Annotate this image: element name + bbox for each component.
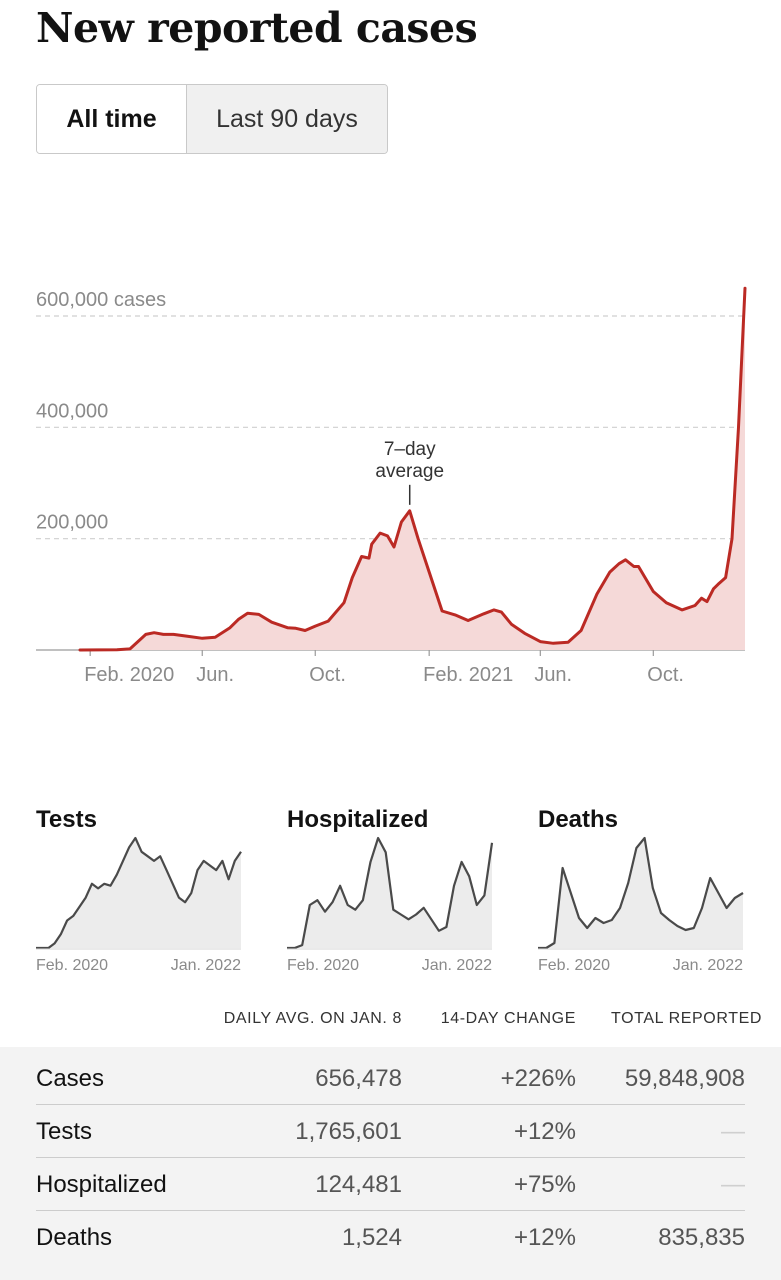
summary-table: Cases 656,478 +226% 59,848,908 Tests 1,7… [0,1047,781,1280]
table-row-cases: Cases 656,478 +226% 59,848,908 [36,1051,745,1105]
mini-chart-x-label: Jan. 2022 [422,957,492,974]
total-value: 59,848,908 [624,1065,745,1092]
row-label: Deaths [36,1224,113,1251]
total-value: 835,835 [658,1224,745,1251]
mini-chart-x-label: Feb. 2020 [36,957,108,974]
mini-chart-line [538,836,744,950]
mini-chart-line [36,836,242,950]
daily-avg-value: 1,524 [341,1224,402,1251]
mini-chart-area [538,838,743,948]
change-value: +75% [513,1171,576,1198]
y-tick-label: 200,000 [36,512,108,534]
x-tick-label: Jun. [534,664,572,686]
seven-day-average-line [78,286,747,652]
x-tick-label: Oct. [309,664,346,686]
total-value: — [721,1171,745,1198]
mini-chart-x-label: Feb. 2020 [287,957,359,974]
y-tick-label: 600,000 cases [36,289,166,311]
change-value: +12% [513,1118,576,1145]
row-label: Tests [36,1118,93,1145]
page-title: New reported cases [36,4,478,52]
change-value: +12% [513,1224,576,1251]
daily-avg-value: 124,481 [315,1171,402,1198]
cases-area [80,288,745,650]
mini-chart-title-tests: Tests [36,806,97,833]
mini-chart-line [287,836,494,950]
x-tick-label: Oct. [647,664,684,686]
daily-avg-value: 1,765,601 [295,1118,402,1145]
mini-chart-area [287,838,492,948]
annotation-text: 7–day [384,439,436,460]
last-90-days-button[interactable]: Last 90 days [187,85,387,153]
mini-chart-x-label: Jan. 2022 [673,957,743,974]
row-label: Hospitalized [36,1171,167,1198]
all-time-button[interactable]: All time [37,85,187,153]
header-total-reported: TOTAL REPORTED [611,1010,762,1027]
mini-chart-x-label: Feb. 2020 [538,957,610,974]
header-14-day-change: 14-DAY CHANGE [440,1010,576,1027]
time-range-toggle: All time Last 90 days [36,84,388,154]
main-cases-chart: 600,000 cases 400,000 200,000 Feb. 2020 Jun.… [36,286,747,686]
row-label: Cases [36,1065,105,1092]
annotation-text: average [375,461,444,482]
mini-chart-title-hospitalized: Hospitalized [287,806,429,833]
total-value: — [721,1118,745,1145]
header-daily-avg: DAILY AVG. ON JAN. 8 [223,1010,402,1027]
daily-avg-value: 656,478 [315,1065,402,1092]
x-tick-label: Feb. 2021 [423,664,513,686]
table-row-deaths: Deaths 1,524 +12% 835,835 [36,1210,745,1263]
y-tick-label: 400,000 [36,400,108,422]
x-tick-label: Feb. 2020 [84,664,174,686]
mini-chart-area [36,838,241,948]
mini-charts: Feb. 2020 Jan. 2022 Feb. 2020 Jan. 2022 Feb.… [36,836,744,974]
change-value: +226% [500,1065,576,1092]
table-row-tests: Tests 1,765,601 +12% — [36,1104,745,1158]
mini-chart-x-label: Jan. 2022 [171,957,241,974]
x-tick-label: Jun. [196,664,234,686]
mini-chart-title-deaths: Deaths [538,806,619,833]
table-row-hospitalized: Hospitalized 124,481 +75% — [36,1157,745,1211]
